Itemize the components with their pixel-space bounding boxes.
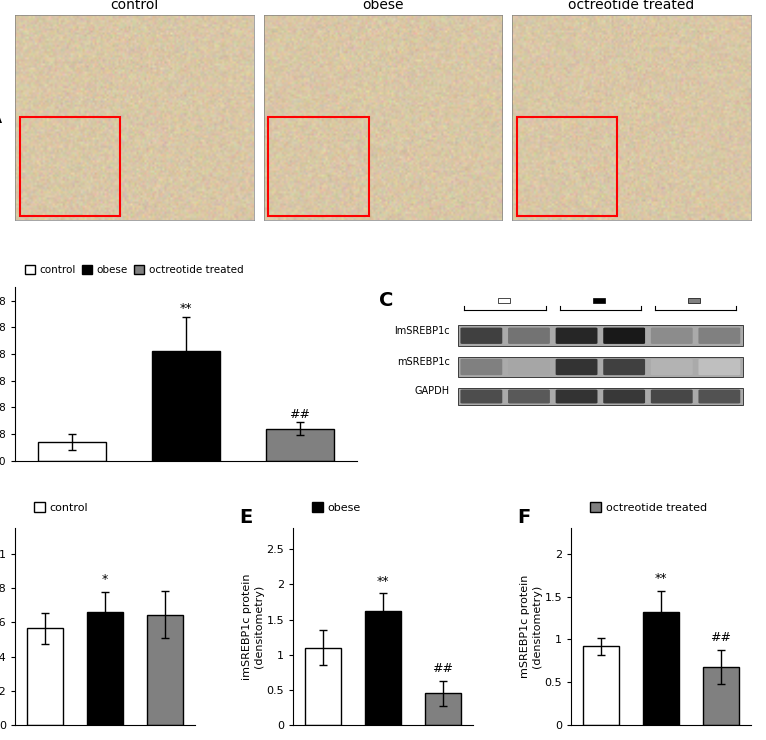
Text: ##: ## [710,630,732,644]
FancyBboxPatch shape [604,359,645,375]
Bar [268,118,368,216]
Text: A: A [0,108,2,127]
Legend: octreotide treated: octreotide treated [586,498,712,517]
FancyBboxPatch shape [555,389,597,403]
Text: ##: ## [432,662,453,675]
FancyBboxPatch shape [604,328,645,344]
Y-axis label: imSREBP1c protein
(densitometry): imSREBP1c protein (densitometry) [242,574,264,680]
Bar [643,612,679,725]
FancyBboxPatch shape [460,389,502,403]
Text: **: ** [180,302,192,315]
FancyBboxPatch shape [699,389,740,403]
Bar [688,298,700,303]
Bar [266,428,334,461]
Text: **: ** [377,574,389,588]
Legend: control, obese, octreotide treated: control, obese, octreotide treated [21,261,247,280]
Text: mSREBP1c: mSREBP1c [397,357,450,367]
Text: C: C [378,291,393,309]
Text: E: E [240,508,253,527]
FancyBboxPatch shape [460,328,502,344]
Text: *: * [102,574,108,586]
Bar [425,693,460,725]
Bar [457,388,743,406]
FancyBboxPatch shape [651,328,692,344]
FancyBboxPatch shape [699,359,740,375]
FancyBboxPatch shape [651,359,692,375]
Text: **: ** [655,571,667,585]
FancyBboxPatch shape [508,389,550,403]
Legend: obese: obese [308,498,365,517]
FancyBboxPatch shape [508,359,550,375]
Bar [20,118,120,216]
Bar [457,357,743,377]
FancyBboxPatch shape [604,389,645,403]
FancyBboxPatch shape [508,328,550,344]
Bar [87,612,123,725]
Bar [593,298,605,303]
Text: ##: ## [290,408,310,420]
Bar [152,352,221,461]
Bar [147,614,183,725]
FancyBboxPatch shape [460,359,502,375]
Title: octreotide treated: octreotide treated [568,0,695,13]
FancyBboxPatch shape [555,328,597,344]
FancyBboxPatch shape [651,389,692,403]
Bar [28,628,63,725]
Bar [498,298,509,303]
Text: F: F [518,508,531,527]
Text: lmSREBP1c: lmSREBP1c [394,326,450,335]
Legend: control: control [30,498,93,517]
Text: GAPDH: GAPDH [415,386,450,397]
Bar [583,646,619,725]
Title: control: control [110,0,159,13]
FancyBboxPatch shape [699,328,740,344]
Y-axis label: mSREBP1c protein
(densitometry): mSREBP1c protein (densitometry) [520,575,542,679]
Bar [517,118,617,216]
Bar [306,648,341,725]
Bar [457,326,743,346]
Bar [38,442,106,461]
Bar [365,611,401,725]
Title: obese: obese [362,0,404,13]
Bar [703,667,738,725]
FancyBboxPatch shape [555,359,597,375]
